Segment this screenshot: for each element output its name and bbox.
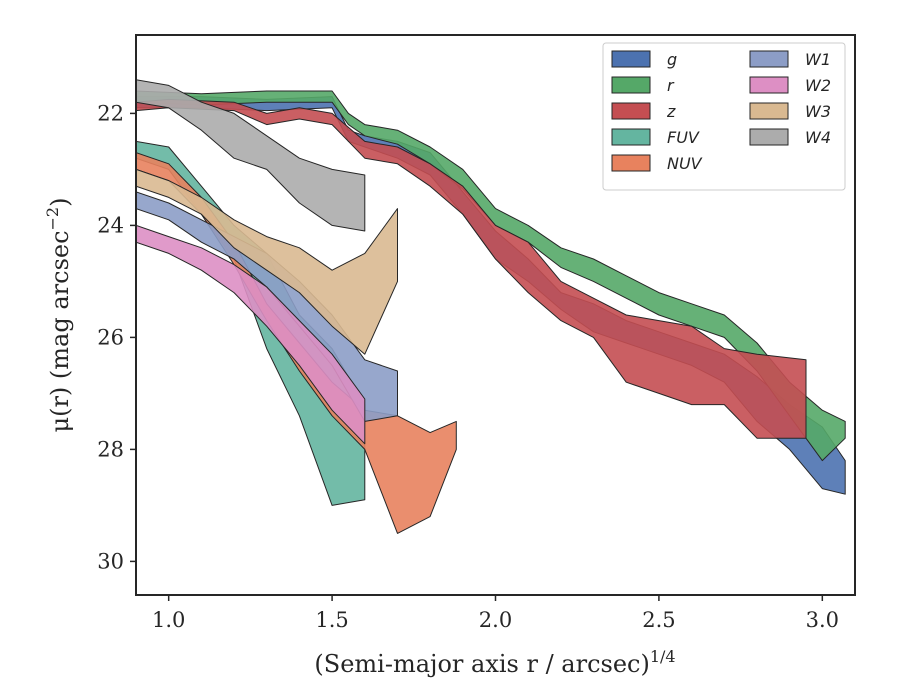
band-w3 [136, 168, 398, 355]
legend-label-w1: W1 [805, 50, 831, 69]
x-tick-label: 2.0 [479, 608, 512, 632]
band-r [136, 90, 846, 462]
legend-label-g: g [667, 50, 677, 69]
y-axis-label: μ(r) (mag arcsec−2) [43, 198, 74, 433]
legend-label-w4: W4 [805, 128, 831, 147]
legend: grz FUV NUV W1 W2 W3 W4 [602, 42, 846, 191]
legend-swatch-r [611, 76, 651, 94]
band-w2 [136, 224, 366, 445]
legend-label-w2: W2 [805, 76, 831, 95]
series-bands [136, 79, 846, 534]
legend-swatch-g [611, 50, 651, 68]
legend-label-w3: W3 [805, 102, 831, 121]
legend-label-nuv: NUV [667, 154, 703, 173]
x-tick-label: 1.5 [315, 608, 348, 632]
x-tick-label: 3.0 [806, 608, 839, 632]
legend-swatch-w1 [749, 50, 789, 68]
y-tick-label: 22 [97, 101, 124, 125]
legend-swatch-w3 [749, 102, 789, 120]
y-axis: 22 24 26 28 30 [97, 101, 136, 573]
legend-label-z: z [666, 102, 676, 121]
legend-swatch-w4 [749, 128, 789, 146]
y-tick-label: 24 [97, 213, 124, 237]
y-axis-label-close: ) [46, 198, 74, 207]
y-axis-label-exponent: −2 [43, 207, 62, 231]
y-tick-label: 28 [97, 437, 124, 461]
x-tick-label: 1.0 [152, 608, 185, 632]
legend-swatch-w2 [749, 76, 789, 94]
y-tick-label: 30 [97, 549, 124, 573]
legend-label-r: r [667, 76, 675, 95]
x-axis: 1.0 1.5 2.0 2.5 3.0 [152, 595, 839, 632]
legend-swatch-z [611, 102, 651, 120]
band-w4 [136, 79, 366, 232]
band-z [136, 98, 807, 439]
x-tick-label: 2.5 [642, 608, 675, 632]
y-tick-label: 26 [97, 325, 124, 349]
legend-swatch-fuv [611, 128, 651, 146]
legend-swatch-nuv [611, 154, 651, 172]
legend-label-fuv: FUV [667, 128, 700, 147]
x-axis-label: (Semi-major axis r / arcsec)1/4 [314, 647, 675, 678]
x-axis-label-exponent: 1/4 [650, 647, 676, 666]
